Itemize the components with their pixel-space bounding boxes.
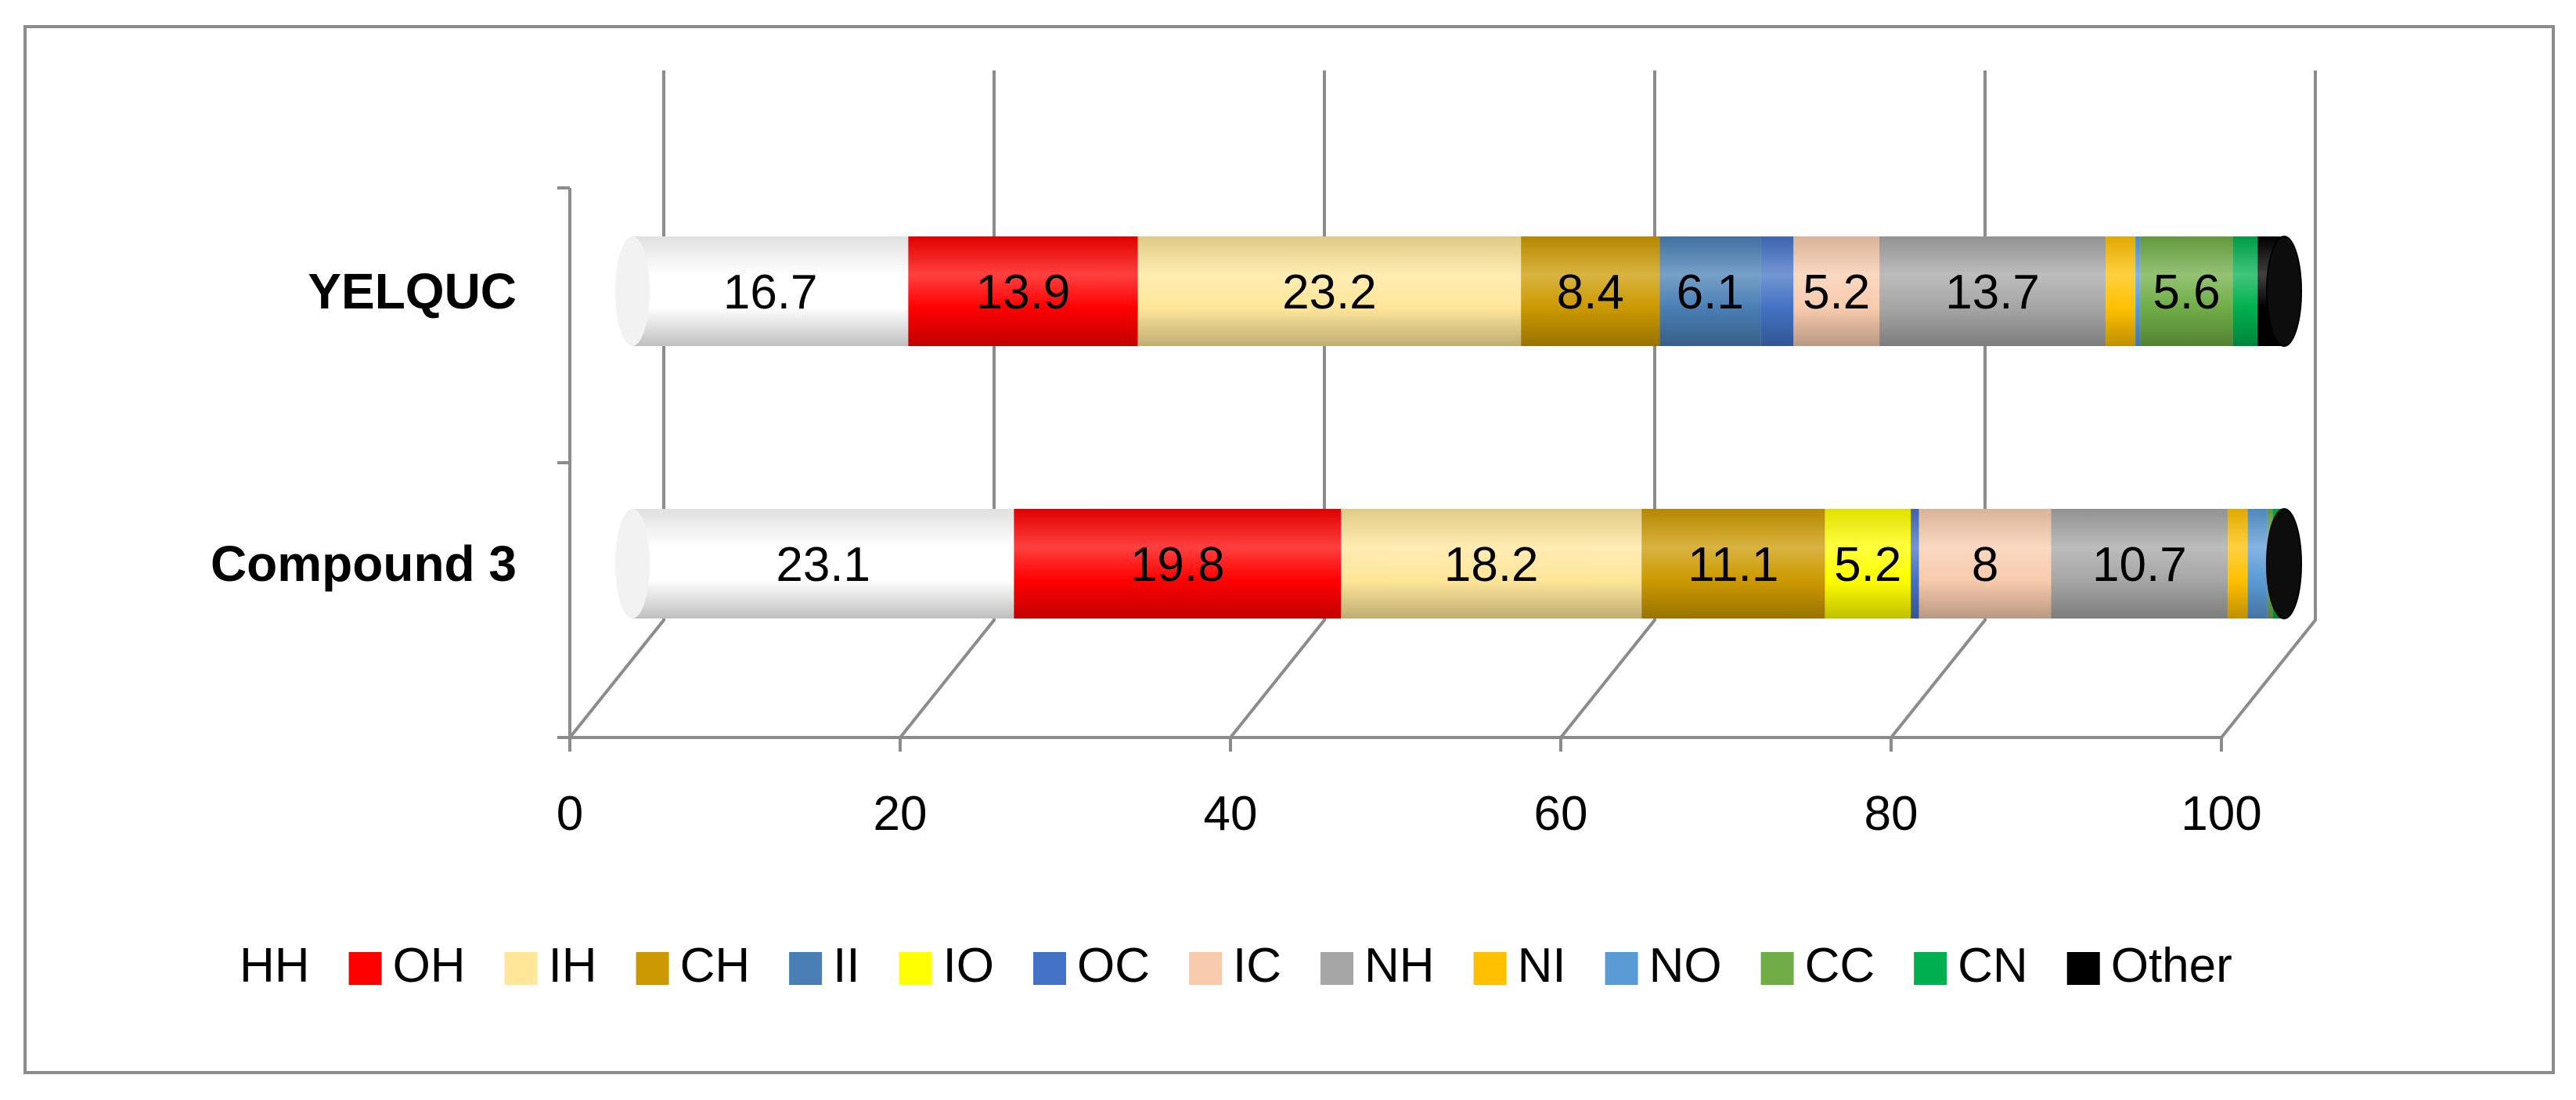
bar-segment-ni [2228,509,2248,619]
legend-label-ni: NI [1518,939,1566,993]
legend-label-ih: IH [549,939,597,993]
data-label: 13.9 [976,265,1071,319]
legend-swatch-ii [789,952,823,985]
gridline [2220,70,2317,739]
data-label: 19.8 [1130,538,1225,592]
bar-segment-ni [2106,236,2136,346]
data-label: 5.6 [2153,265,2220,319]
legend-label-no: NO [1649,939,1722,993]
data-label: 23.1 [776,538,870,592]
data-label: 5.2 [1803,265,1870,319]
legend-swatch-cc [1760,952,1794,985]
bar-segment-nh [1879,236,2106,346]
legend-swatch-cn [1914,952,1947,985]
data-label: 13.7 [1945,265,2040,319]
bar-segment-cc [2140,236,2233,346]
x-tick-label: 40 [1204,787,1258,841]
bar-segment-ch [1521,236,1660,346]
bar-end-cap [2266,508,2302,619]
data-label: 8 [1972,538,1998,592]
bar-segment-cn [2232,236,2258,346]
bar-segment-ih [1341,509,1642,619]
bar-segment-hh [632,509,1014,619]
bar-segment-ih [1137,236,1522,346]
legend-swatch-ic [1189,952,1223,985]
data-label: 23.2 [1282,265,1377,319]
data-label: 5.2 [1834,538,1901,592]
legend-label-cc: CC [1805,939,1875,993]
legend-swatch-nh [1320,952,1354,985]
bar-end-cap [2266,236,2302,347]
legend-swatch-io [899,952,932,985]
bar-start-cap [615,236,650,346]
legend: HH OH IH CH II IO OC IC NH NI NO CC CN Other [240,939,2232,993]
y-tick-label: YELQUC [308,263,517,319]
data-labels: 16.7 13.9 23.2 8.4 6.1 5.2 13.7 5.6 23.1 19.8 18.2… [723,265,2221,592]
legend-label-io: IO [943,939,994,993]
bar-start-cap [615,509,650,619]
data-label: 11.1 [1688,538,1778,592]
legend-label-ic: IC [1233,939,1281,993]
bar-segment-no [2135,236,2141,346]
bar-segment-oh [1014,509,1342,619]
bar-segment-oc [1760,236,1794,346]
legend-swatch-oh [348,952,382,985]
x-tick-label: 80 [1864,787,1918,841]
bar-segment-no [2247,509,2268,619]
bar-segment-oh [908,236,1138,346]
y-tick-label: Compound 3 [211,536,517,592]
legend-label-ii: II [833,939,859,993]
legend-label-oc: OC [1077,939,1150,993]
axes: 0 20 40 60 80 100 YELQUC Compound 3 [211,186,2262,841]
legend-label-ch: CH [680,939,751,993]
bar-segment-io [1825,509,1911,619]
x-tick-label: 60 [1534,787,1588,841]
bars [615,236,2302,619]
bar-segment-oc [1911,509,1919,619]
bar-segment-ch [1641,509,1825,619]
legend-swatch-no [1605,952,1638,985]
x-tick-label: 20 [874,787,928,841]
data-label: 16.7 [723,265,818,319]
legend-label-oh: OH [393,939,466,993]
bar-segment-ii [1659,236,1761,346]
legend-swatch-ni [1473,952,1507,985]
bar-segment-ic [1793,236,1880,346]
legend-swatch-ih [504,952,538,985]
legend-label-nh: NH [1364,939,1435,993]
legend-swatch-other [2066,952,2100,985]
legend-swatch-ch [636,952,669,985]
bar-segment-hh [632,236,909,346]
bar-segment-ic [1918,509,2052,619]
legend-swatch-oc [1033,952,1067,985]
bar-segment-nh [2051,509,2228,619]
x-tick-label: 100 [2181,787,2261,841]
data-label: 10.7 [2092,538,2187,592]
data-label: 18.2 [1444,538,1539,592]
x-tick-label: 0 [557,787,583,841]
legend-swatch-hh [243,952,276,985]
data-label: 8.4 [1557,265,1624,319]
data-label: 6.1 [1677,265,1744,319]
legend-label-cn: CN [1958,939,2028,993]
legend-label-other: Other [2111,939,2232,993]
legend-label-hh: HH [240,939,310,993]
